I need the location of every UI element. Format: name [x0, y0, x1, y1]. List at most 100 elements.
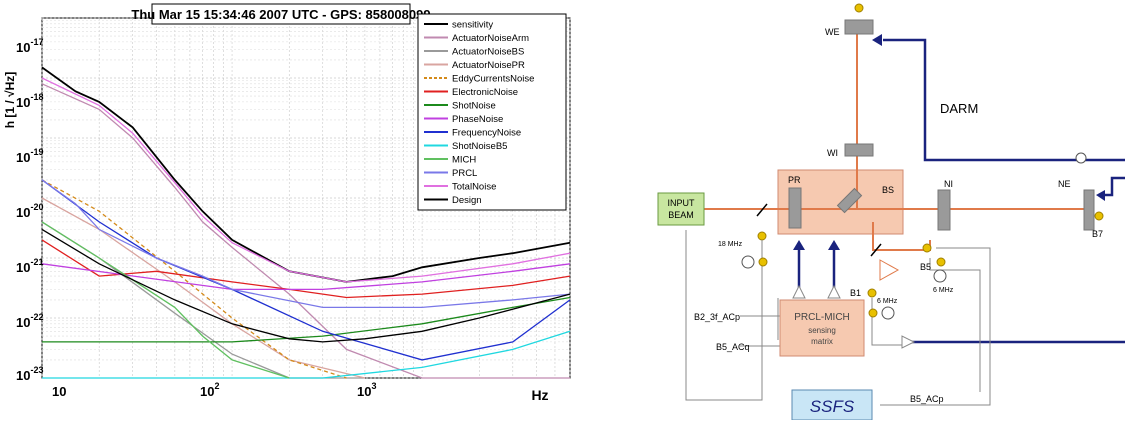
- b5-label: B5: [920, 262, 931, 272]
- interferometer-diagram: INPUT BEAM PRCL-MICH sensing matrix SSFS…: [640, 0, 1125, 421]
- darm-junction-icon: [1075, 152, 1087, 164]
- x-axis-label: Hz: [531, 387, 548, 403]
- input-pickoff-icon: [756, 203, 768, 217]
- b5-acq-label: B5_ACq: [716, 342, 750, 352]
- series-line-shotnoiseb5: [42, 330, 571, 379]
- arrowheads: [793, 34, 1105, 250]
- bs-label: BS: [882, 185, 894, 195]
- legend-label: ElectronicNoise: [452, 87, 518, 98]
- ni-mirror: [937, 189, 951, 231]
- y-tick-label: 10-22: [16, 312, 43, 330]
- oscillator-6mhz-b5-icon: [933, 269, 947, 283]
- freq-6mhz-b1-label: 6 MHz: [877, 298, 898, 305]
- legend-label: sensitivity: [452, 20, 493, 31]
- matrix-label-3: matrix: [811, 337, 833, 346]
- y-tick-label: 10-23: [16, 365, 43, 383]
- x-tick-label: 10: [52, 384, 66, 399]
- diagram-labels: WE WI NI NE PR BS DARM 18 MHz 6 MHz 6 MH…: [694, 27, 1103, 404]
- we-label: WE: [825, 27, 840, 37]
- pickoff-mirrors: [756, 203, 882, 257]
- oscillator-18mhz-icon: [741, 255, 755, 269]
- oscillator-6mhz-b1-icon: [881, 306, 895, 320]
- noise-budget-plot: Thu Mar 15 15:34:46 2007 UTC - GPS: 8580…: [3, 3, 571, 403]
- legend-label: ActuatorNoisePR: [452, 60, 525, 71]
- b5-acp-line: [880, 247, 991, 406]
- series-line-totalnoise: [41, 77, 571, 283]
- legend-label: ShotNoiseB5: [452, 141, 507, 152]
- diagram-canvas: INPUT BEAM PRCL-MICH sensing matrix SSFS…: [657, 3, 1125, 421]
- series-line-actuatornoisepr: [41, 197, 366, 379]
- pr-label: PR: [788, 175, 801, 185]
- b5-line: [929, 258, 981, 392]
- b7-label: B7: [1092, 229, 1103, 239]
- filters: [792, 259, 916, 349]
- wi-label: WI: [827, 148, 838, 158]
- series-line-prcl: [41, 179, 571, 309]
- y-tick-label: 10-21: [16, 257, 43, 275]
- b1-pickoff-icon: [870, 243, 882, 257]
- series-line-mich: [41, 221, 290, 379]
- ne-label: NE: [1058, 179, 1071, 189]
- pr-mirror: [788, 187, 802, 229]
- plot-legend: sensitivity ActuatorNoiseArm ActuatorNoise…: [417, 13, 567, 211]
- b5-photodiode-icon: [922, 243, 932, 253]
- mixer-b1-icon: [868, 308, 878, 318]
- freq-18mhz-label: 18 MHz: [718, 241, 743, 248]
- series-line-frequencynoise: [41, 179, 571, 361]
- ne-control-path: [1099, 176, 1125, 197]
- legend-label: FrequencyNoise: [452, 128, 521, 139]
- oscillators: [741, 152, 1087, 320]
- b1-lens-icon: [879, 259, 900, 281]
- x-tick-label: 102: [200, 381, 219, 399]
- darm-control-path: [883, 38, 1125, 162]
- legend-label: EddyCurrentsNoise: [452, 74, 534, 85]
- ssfs-box: [791, 389, 873, 421]
- series-line-eddycurrentsnoise: [41, 179, 347, 379]
- darm-arrow-icon: [872, 34, 882, 46]
- legend-label: PhaseNoise: [452, 114, 503, 125]
- input-beam-label-2: BEAM: [668, 210, 694, 220]
- bs-filter-icon: [827, 284, 841, 299]
- photodiodes: [757, 3, 1104, 298]
- matrix-label-1: PRCL-MICH: [794, 312, 850, 323]
- wi-mirror: [844, 143, 874, 157]
- mixer-18mhz-icon: [758, 257, 768, 267]
- mich-filter-icon: [901, 335, 916, 349]
- b1-label: B1: [850, 288, 861, 298]
- legend-label: PRCL: [452, 168, 477, 179]
- legend-label: TotalNoise: [452, 182, 496, 193]
- control-paths: [797, 38, 1125, 344]
- y-tick-label: 10-17: [16, 37, 43, 55]
- ne-arrow-icon: [1096, 190, 1105, 201]
- sensing-matrix-box: [779, 299, 865, 357]
- bs-mirror: [836, 187, 863, 214]
- series-line-phasenoise: [41, 263, 571, 291]
- legend-label: ActuatorNoiseArm: [452, 33, 529, 44]
- y-tick-label: 10-19: [16, 147, 43, 165]
- series-line-actuatornoisearm: [41, 83, 570, 379]
- x-tick-label: 103: [357, 381, 376, 399]
- b1-matrix-line: [871, 298, 902, 346]
- bs-arrow-icon: [828, 240, 840, 250]
- freq-6mhz-b5-label: 6 MHz: [933, 287, 954, 294]
- ne-mirror: [1083, 189, 1095, 231]
- y-axis-label: h [1 / √Hz]: [3, 72, 17, 129]
- b2-3f-acp-label: B2_3f_ACp: [694, 312, 740, 322]
- input-beam-box: [657, 192, 705, 226]
- legend-box: [417, 13, 567, 211]
- plot-title-box: [151, 3, 411, 25]
- y-tick-label: 10-18: [16, 92, 43, 110]
- mixers: [758, 257, 946, 318]
- mixer-b5-icon: [936, 257, 946, 267]
- series-line-design: [41, 228, 571, 343]
- plot-canvas: Thu Mar 15 15:34:46 2007 UTC - GPS: 8580…: [3, 3, 571, 403]
- series-line-sensitivity: [41, 66, 571, 283]
- series-line-shotnoise: [42, 296, 571, 343]
- darm-label: DARM: [940, 101, 978, 116]
- ssfs-label: SSFS: [810, 397, 855, 416]
- mirrors: [788, 19, 1095, 231]
- b2-photodiode-icon: [757, 231, 767, 241]
- plot-series: [41, 66, 571, 379]
- legend-label: ActuatorNoiseBS: [452, 47, 524, 58]
- matrix-label-2: sensing: [808, 326, 836, 335]
